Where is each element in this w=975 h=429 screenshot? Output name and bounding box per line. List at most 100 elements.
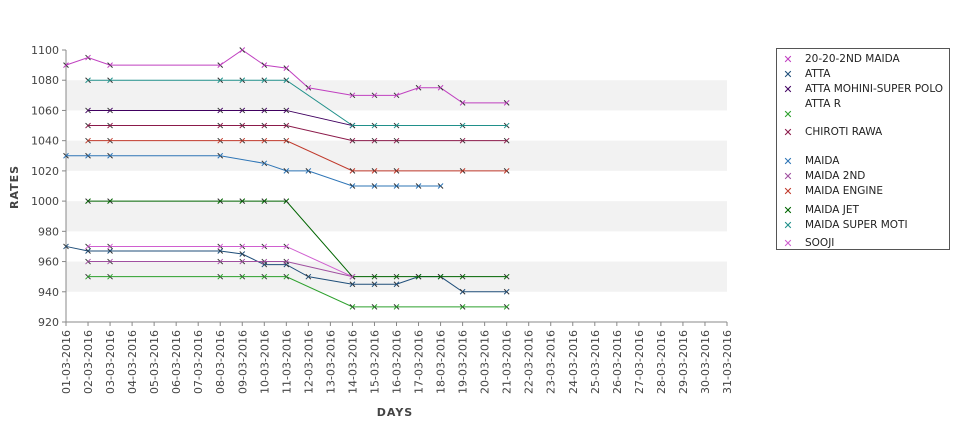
data-point xyxy=(503,288,510,295)
y-axis-title: RATES xyxy=(8,165,21,209)
data-point xyxy=(349,281,356,288)
data-point xyxy=(85,107,91,114)
data-point xyxy=(371,122,378,129)
x-tick-label: 14-03-2016 xyxy=(346,330,359,394)
legend-marker-icon: ✕ xyxy=(783,203,793,217)
x-tick-label: 31-03-2016 xyxy=(721,330,734,394)
data-point xyxy=(217,137,224,144)
data-point xyxy=(85,258,91,265)
legend-marker-icon: ✕ xyxy=(783,169,793,183)
data-point xyxy=(217,122,224,129)
data-point xyxy=(459,304,466,310)
legend-item: ✕ ATTA MOHINI-SUPER POLO xyxy=(781,82,943,96)
x-tick-label: 20-03-2016 xyxy=(479,330,492,394)
x-tick-label: 22-03-2016 xyxy=(523,330,536,394)
series-maida xyxy=(63,152,444,189)
data-point xyxy=(239,198,246,204)
y-axis-ticks: 920 940 960 980 1000 1020 1040 1060 1080 1100 xyxy=(31,44,66,329)
data-point xyxy=(239,273,246,280)
data-point xyxy=(217,248,224,254)
x-tick-label: 04-03-2016 xyxy=(126,330,139,394)
legend-marker-icon: ✕ xyxy=(783,154,793,168)
x-tick-label: 02-03-2016 xyxy=(82,330,95,394)
grid-bands xyxy=(66,80,727,292)
x-tick-label: 01-03-2016 xyxy=(60,330,73,394)
legend-marker-icon: ✕ xyxy=(783,107,793,121)
data-point xyxy=(349,304,356,310)
chart-legend: ✕ 20-20-2ND MAIDA ✕ ATTA ✕ ATTA MOHINI-SUPER … xyxy=(776,48,950,250)
data-point xyxy=(459,122,466,129)
y-tick-label: 1080 xyxy=(31,74,59,87)
x-axis-title: DAYS xyxy=(377,406,413,419)
data-point xyxy=(415,273,422,280)
legend-marker-icon: ✕ xyxy=(783,82,793,96)
data-point xyxy=(217,258,224,265)
data-point xyxy=(503,122,510,129)
data-point xyxy=(305,273,312,280)
data-point xyxy=(349,92,356,99)
data-point xyxy=(283,258,290,265)
legend-label: ATTA R xyxy=(805,98,842,110)
legend-item: ✕ ATTA xyxy=(781,67,830,81)
data-point xyxy=(503,168,510,174)
legend-item: ✕ MAIDA xyxy=(781,154,839,168)
x-tick-label: 19-03-2016 xyxy=(457,330,470,394)
data-point xyxy=(393,122,400,129)
data-point xyxy=(261,160,268,167)
data-point xyxy=(349,273,356,280)
x-tick-label: 13-03-2016 xyxy=(324,330,337,394)
data-point xyxy=(393,137,400,144)
x-tick-label: 18-03-2016 xyxy=(435,330,448,394)
data-point xyxy=(371,304,378,310)
data-point xyxy=(283,198,290,204)
y-tick-label: 1040 xyxy=(31,135,59,148)
data-point xyxy=(239,107,246,114)
legend-marker-icon: ✕ xyxy=(783,52,793,66)
data-point xyxy=(85,77,91,84)
data-point xyxy=(107,137,113,144)
series-line xyxy=(88,109,353,127)
data-point xyxy=(107,62,113,68)
data-point xyxy=(217,107,224,114)
data-point xyxy=(393,281,400,288)
data-point xyxy=(217,198,224,204)
data-point xyxy=(371,92,378,99)
data-point xyxy=(63,62,69,68)
data-point xyxy=(217,77,224,84)
data-point xyxy=(239,47,246,53)
series-atta-r xyxy=(85,273,510,310)
x-tick-label: 24-03-2016 xyxy=(567,330,580,394)
data-point xyxy=(107,198,113,204)
y-tick-label: 920 xyxy=(38,316,59,329)
legend-label: MAIDA JET xyxy=(805,204,859,216)
data-point xyxy=(261,258,268,265)
legend-item: ✕ 20-20-2ND MAIDA xyxy=(781,52,899,66)
data-point xyxy=(393,92,400,99)
data-point xyxy=(85,248,91,254)
x-tick-label: 16-03-2016 xyxy=(391,330,404,394)
data-point xyxy=(459,137,466,144)
data-point xyxy=(85,54,91,61)
series-line xyxy=(88,125,507,142)
legend-label: ATTA xyxy=(805,68,831,80)
legend-label: SOOJI xyxy=(805,237,835,249)
data-point xyxy=(393,273,400,280)
series-maida-super-moti xyxy=(85,77,510,129)
y-tick-label: 1100 xyxy=(31,44,59,57)
legend-item: ✕ MAIDA SUPER MOTI xyxy=(781,218,907,232)
x-tick-label: 05-03-2016 xyxy=(148,330,161,394)
x-tick-label: 27-03-2016 xyxy=(633,330,646,394)
data-point xyxy=(393,304,400,310)
x-tick-label: 29-03-2016 xyxy=(677,330,690,394)
legend-label: MAIDA 2ND xyxy=(805,170,866,182)
y-tick-label: 980 xyxy=(38,225,59,238)
data-point xyxy=(107,248,113,254)
data-point xyxy=(261,62,268,68)
data-point xyxy=(503,273,510,280)
data-point xyxy=(437,84,444,91)
x-tick-label: 30-03-2016 xyxy=(699,330,712,394)
data-point xyxy=(63,152,69,159)
x-tick-label: 26-03-2016 xyxy=(611,330,624,394)
series-line xyxy=(66,155,441,187)
data-point xyxy=(217,62,224,68)
